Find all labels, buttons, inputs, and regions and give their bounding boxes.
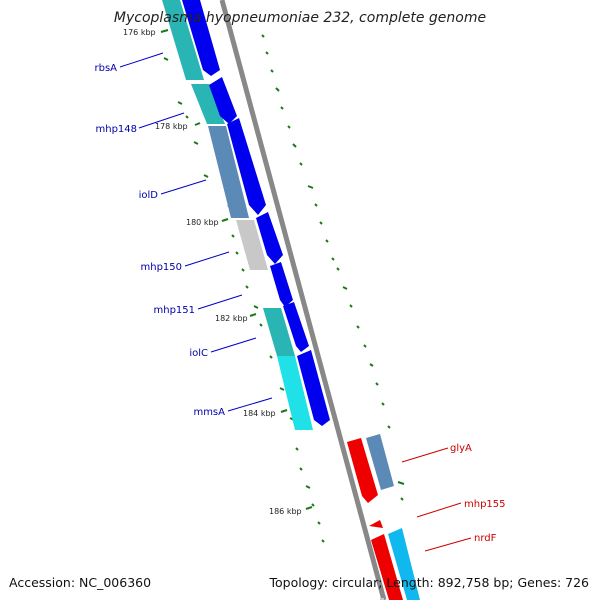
genome-summary-text: Topology: circular; Length: 892,758 bp; …	[269, 575, 590, 590]
cds-arrow	[209, 77, 237, 124]
cog-block	[263, 308, 295, 356]
cog-block	[277, 356, 313, 430]
genome-backbone	[219, 0, 387, 600]
gene-label-mhp151: mhp151	[153, 305, 195, 316]
gene-label-mhp148: mhp148	[95, 124, 137, 135]
cds-arrow	[227, 118, 266, 215]
cds-arrow	[297, 350, 330, 426]
cog-block	[366, 434, 394, 490]
cds-arrow	[182, 0, 220, 76]
cds-arrow	[369, 520, 383, 528]
gene-label-nrdF: nrdF	[474, 533, 497, 544]
gene-label-mhp150: mhp150	[140, 262, 182, 273]
cog-block	[191, 84, 225, 124]
tick-label-176: 176 kbp	[123, 28, 156, 37]
tick-label-184: 184 kbp	[243, 409, 276, 418]
tick-label-180: 180 kbp	[186, 218, 219, 227]
cds-arrow	[270, 262, 293, 307]
cog-block	[162, 0, 204, 80]
cds-arrow	[256, 212, 283, 264]
tick-marks	[160, 29, 313, 510]
cog-block	[236, 220, 268, 270]
cog-block	[208, 126, 249, 218]
gene-label-glyA: glyA	[450, 443, 472, 454]
label-leaders-reverse	[401, 447, 472, 552]
cog-ring	[162, 0, 313, 430]
gene-label-mhp155: mhp155	[464, 499, 506, 510]
map-title: Mycoplasma hyopneumoniae 232, complete g…	[113, 10, 487, 26]
tick-label-178: 178 kbp	[155, 122, 188, 131]
tick-label-186: 186 kbp	[269, 507, 302, 516]
cog-block	[388, 528, 420, 600]
gene-label-iolC: iolC	[189, 348, 208, 359]
gene-label-rbsA: rbsA	[94, 63, 117, 74]
gene-labels-forward: rbsA mhp148 iolD mhp150 mhp151 iolC mmsA	[94, 63, 225, 418]
gene-label-mmsA: mmsA	[193, 407, 225, 418]
cds-arrow	[347, 438, 378, 503]
reverse-cds-ring	[347, 434, 420, 600]
label-leaders-forward	[119, 52, 273, 412]
gc-skew-outer	[261, 34, 405, 501]
cds-arrow	[371, 534, 403, 600]
tick-label-182: 182 kbp	[215, 314, 248, 323]
tick-labels: 176 kbp 178 kbp 180 kbp 182 kbp 184 kbp …	[123, 28, 302, 516]
cds-arrow	[283, 302, 309, 352]
accession-text: Accession: NC_006360	[9, 575, 152, 590]
gene-labels-reverse: glyA mhp155 nrdF	[450, 443, 506, 544]
gc-skew-inner	[163, 57, 325, 543]
forward-cds-ring	[182, 0, 330, 426]
gene-label-iolD: iolD	[139, 190, 159, 201]
